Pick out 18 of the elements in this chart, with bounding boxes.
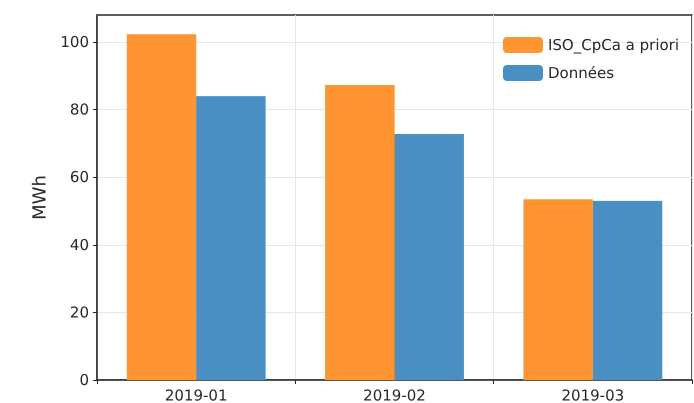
bar: [196, 96, 266, 380]
bar: [126, 34, 196, 380]
bar: [523, 199, 593, 380]
y-tick-label: 80: [70, 100, 89, 119]
x-tick-label: 2019-01: [164, 386, 228, 403]
x-tick-label: 2019-02: [363, 386, 426, 403]
legend-label: Données: [548, 64, 614, 82]
bar: [592, 200, 662, 380]
legend-label: ISO_CpCa a priori: [548, 36, 680, 54]
y-tick-label: 60: [70, 168, 89, 186]
y-tick-label: 0: [79, 371, 89, 389]
bar: [394, 134, 464, 380]
bar: [325, 84, 394, 380]
y-tick-label: 40: [70, 236, 89, 254]
x-tick-label: 2019-03: [561, 386, 624, 403]
y-axis-title: MWh: [30, 175, 50, 220]
y-tick-label: 100: [60, 33, 89, 52]
y-tick-label: 20: [70, 303, 89, 322]
